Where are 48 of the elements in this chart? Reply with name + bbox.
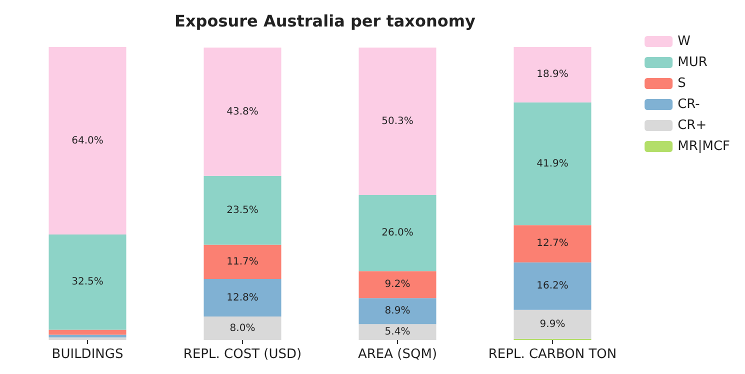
data-label: 11.7% <box>226 256 258 268</box>
data-label: 16.2% <box>536 280 568 292</box>
data-label: 18.9% <box>536 69 568 80</box>
x-tick-label: REPL. CARBON TON <box>488 347 617 362</box>
x-tick-label: BUILDINGS <box>52 347 124 362</box>
data-label: 26.0% <box>382 228 414 239</box>
data-label: 8.0% <box>230 322 256 334</box>
bar <box>204 244 282 280</box>
data-label: 23.5% <box>226 204 258 216</box>
bar <box>204 316 282 340</box>
bar <box>514 102 592 226</box>
bar <box>48 234 126 330</box>
bar <box>358 271 436 298</box>
bar <box>48 47 126 235</box>
bar <box>48 334 126 338</box>
data-label: 9.2% <box>384 279 410 290</box>
data-label: 43.8% <box>226 106 258 118</box>
bar <box>514 47 592 102</box>
data-label: 41.9% <box>536 158 568 170</box>
bar <box>358 194 436 272</box>
data-label: 32.5% <box>72 276 104 288</box>
legend-label: S <box>678 76 686 91</box>
data-label: 12.7% <box>536 238 568 250</box>
bar <box>48 337 126 340</box>
bar <box>358 48 436 195</box>
data-label: 64.0% <box>72 135 104 146</box>
legend-label: CR+ <box>678 118 707 133</box>
chart-title: Exposure Australia per taxonomy <box>174 12 476 30</box>
bar <box>358 324 436 340</box>
bar <box>514 225 592 262</box>
data-label: 12.8% <box>226 292 258 304</box>
legend-label: MUR <box>678 55 708 70</box>
bar <box>204 176 282 245</box>
legend-label: MR|MCF <box>678 139 730 154</box>
bar <box>514 262 592 310</box>
data-label: 8.9% <box>384 306 410 317</box>
legend-label: CR- <box>678 97 700 112</box>
data-label: 9.9% <box>540 318 566 330</box>
x-tick-label: REPL. COST (USD) <box>183 347 302 362</box>
data-label: 5.4% <box>384 326 410 338</box>
bar <box>204 48 282 176</box>
legend-label: W <box>678 34 691 49</box>
bar <box>204 279 282 317</box>
bar <box>48 330 126 335</box>
bar <box>514 310 592 339</box>
data-label: 50.3% <box>382 116 414 127</box>
x-tick-label: AREA (SQM) <box>358 347 438 362</box>
bar <box>358 298 436 324</box>
